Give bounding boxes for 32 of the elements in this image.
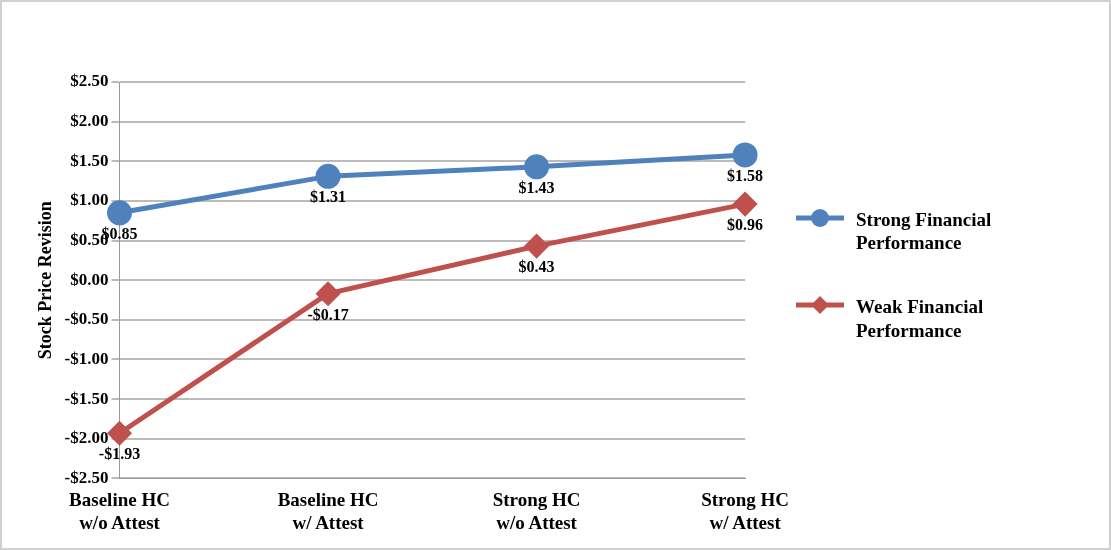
point bbox=[733, 192, 757, 216]
data-label: -$1.93 bbox=[98, 445, 141, 463]
y-tick-label: $1.00 bbox=[70, 190, 109, 210]
data-label: -$0.17 bbox=[307, 305, 349, 323]
y-tick-label: $2.50 bbox=[70, 71, 109, 91]
y-tick-label: $2.00 bbox=[70, 111, 109, 131]
data-label: $0.96 bbox=[727, 216, 764, 234]
x-tick-label: Baseline HC w/o Attest bbox=[69, 488, 170, 533]
y-tick-label: $0.00 bbox=[70, 269, 109, 289]
y-tick-label: -$0.50 bbox=[64, 309, 109, 329]
y-tick-label: -$1.00 bbox=[64, 348, 109, 368]
x-tick-label: Strong HC w/o Attest bbox=[492, 488, 581, 533]
legend-label: Weak Financial Performance bbox=[856, 295, 985, 343]
y-tick-label: -$2.50 bbox=[64, 467, 109, 487]
y-tick-label: -$2.00 bbox=[64, 428, 109, 448]
legend-label: Strong Financial Performance bbox=[856, 207, 993, 255]
y-tick-label: -$1.50 bbox=[64, 388, 109, 408]
data-label: $1.43 bbox=[518, 178, 555, 196]
data-label: $0.43 bbox=[518, 258, 555, 276]
point bbox=[524, 154, 550, 180]
y-tick-label: $1.50 bbox=[70, 150, 109, 170]
point bbox=[107, 200, 133, 226]
x-tick-label: Strong HC w/ Attest bbox=[701, 488, 790, 533]
point bbox=[732, 142, 758, 168]
point bbox=[315, 163, 341, 189]
data-label: $1.58 bbox=[727, 167, 764, 185]
point bbox=[316, 282, 340, 306]
y-axis-title: Stock Price Revision bbox=[35, 201, 56, 360]
point bbox=[525, 234, 549, 258]
data-label: $1.31 bbox=[310, 188, 347, 206]
x-tick-label: Baseline HC w/ Attest bbox=[277, 488, 379, 533]
point bbox=[108, 421, 132, 445]
